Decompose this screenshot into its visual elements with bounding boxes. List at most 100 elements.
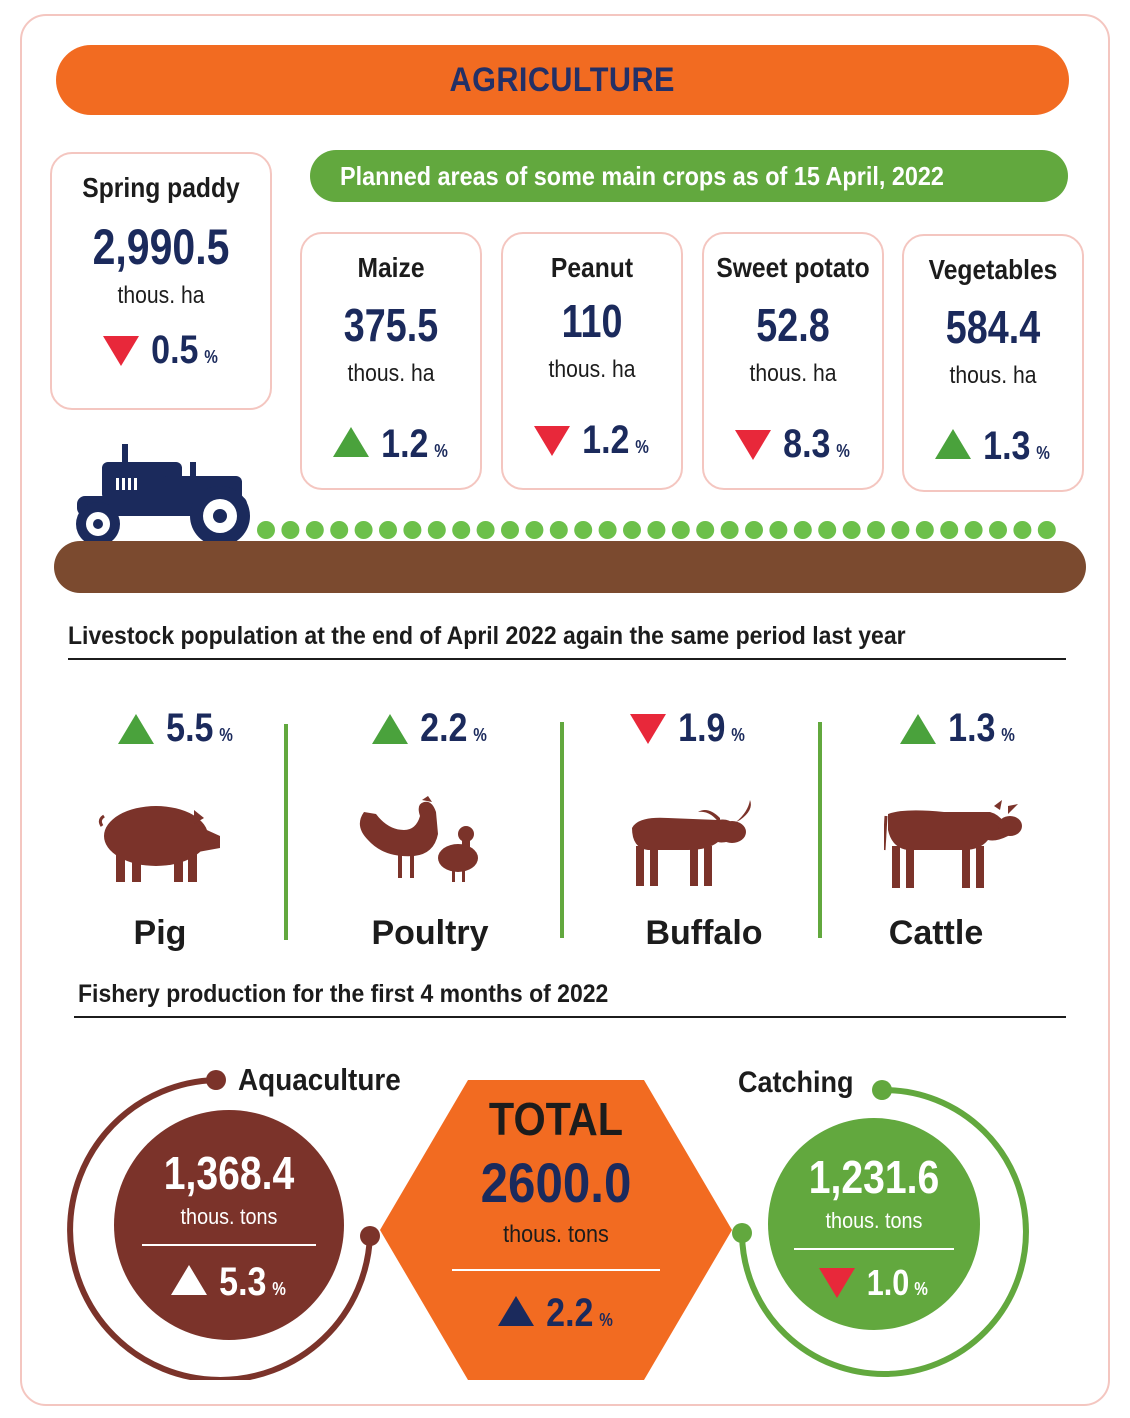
crop-unit: thous. ha (548, 356, 636, 383)
crop-card-sweet-potato: Sweet potato 52.8 thous. ha 8.3% (702, 232, 884, 490)
buffalo-icon (632, 800, 751, 886)
pig-icon (98, 806, 220, 882)
crop-unit: thous. ha (749, 360, 837, 387)
spring-paddy-value: 2,990.5 (92, 219, 230, 275)
livestock-divider (68, 658, 1066, 660)
total-value: 2600.0 (480, 1151, 632, 1214)
spring-paddy-card: Spring paddy 2,990.5 thous. ha 0.5% (50, 152, 272, 410)
aquaculture-unit: thous. tons (180, 1204, 278, 1229)
crop-row-decoration (257, 521, 1056, 539)
crop-dot (842, 521, 861, 539)
aquaculture-circle: 1,368.4 thous. tons 5.3% (114, 1110, 344, 1340)
crop-dot (379, 521, 397, 539)
crop-dot (574, 521, 593, 539)
spring-paddy-unit: thous. ha (117, 282, 205, 309)
fishery-heading: Fishery production for the first 4 month… (78, 980, 609, 1008)
crop-change: 1.2% (333, 422, 449, 467)
decrease-arrow-icon (818, 1268, 855, 1298)
catching-unit: thous. tons (825, 1208, 923, 1233)
crop-dot (427, 521, 446, 539)
total-block: TOTAL 2600.0 thous. tons 2.2% (420, 1092, 692, 1336)
spring-paddy-label: Spring paddy (82, 172, 240, 203)
increase-arrow-icon (900, 713, 936, 744)
crop-dot (330, 521, 349, 539)
buffalo-change: 1.9% (630, 706, 746, 751)
livestock-separator (818, 722, 822, 938)
crop-dot (720, 521, 739, 539)
crop-dot (964, 521, 983, 539)
aquaculture-value: 1,368.4 (163, 1147, 295, 1199)
decrease-arrow-icon (735, 429, 772, 460)
crop-card-vegetables: Vegetables 584.4 thous. ha 1.3% (902, 234, 1084, 492)
crop-dot (1013, 521, 1032, 539)
cattle-icon (884, 800, 1022, 888)
livestock-heading: Livestock population at the end of April… (68, 622, 906, 650)
crop-dot (891, 521, 910, 539)
total-change: 2.2% (498, 1291, 614, 1336)
crop-dot (671, 521, 690, 539)
catching-value: 1,231.6 (808, 1151, 940, 1203)
crop-name: Sweet potato (716, 252, 870, 283)
crop-dot (696, 521, 715, 539)
catching-label: Catching (738, 1066, 854, 1099)
page-title: AGRICULTURE (449, 60, 676, 99)
crops-heading: Planned areas of some main crops as of 1… (340, 160, 944, 191)
pig-change: 5.5% (118, 706, 234, 751)
crop-name: Peanut (550, 252, 634, 283)
increase-arrow-icon (498, 1296, 535, 1326)
livestock-separator (560, 722, 564, 938)
aquaculture-label: Aquaculture (238, 1062, 401, 1097)
catching-circle: 1,231.6 thous. tons 1.0% (768, 1118, 980, 1330)
crop-dot (769, 521, 788, 539)
soil-strip (54, 541, 1086, 593)
total-hexagon (380, 1080, 732, 1380)
crop-dot (501, 521, 519, 539)
fishery-arcs (67, 1070, 1029, 1380)
crop-dot (745, 521, 763, 539)
crop-dot (647, 521, 666, 539)
crop-dot (354, 521, 373, 539)
livestock-buffalo: Buffalo (645, 914, 763, 952)
livestock-poultry: Poultry (371, 914, 489, 952)
increase-arrow-icon (118, 713, 154, 744)
crop-dot (623, 521, 641, 539)
crop-unit: thous. ha (949, 362, 1037, 389)
crop-dot (476, 521, 495, 539)
cattle-change: 1.3% (900, 706, 1016, 751)
crop-dot (793, 521, 812, 539)
decrease-arrow-icon (534, 425, 571, 456)
decrease-arrow-icon (630, 713, 666, 744)
crop-value: 52.8 (756, 299, 830, 351)
crops-heading-bar: Planned areas of some main crops as of 1… (310, 150, 1068, 202)
crop-name: Vegetables (928, 254, 1058, 285)
crop-dot (403, 521, 422, 539)
crop-change: 1.2% (534, 418, 650, 463)
poultry-change: 2.2% (372, 706, 488, 751)
crop-dot (940, 521, 959, 539)
crop-dot (549, 521, 568, 539)
title-banner: AGRICULTURE (56, 45, 1069, 115)
crop-dot (989, 521, 1007, 539)
crop-dot (867, 521, 885, 539)
tractor-icon (76, 444, 250, 546)
poultry-icon (359, 796, 478, 882)
crop-dot (305, 521, 324, 539)
crop-unit: thous. ha (347, 360, 435, 387)
crop-dot (452, 521, 471, 539)
catching-change: 1.0% (818, 1262, 929, 1304)
increase-arrow-icon (372, 713, 408, 744)
crop-dot (598, 521, 617, 539)
infographic-frame (20, 14, 1110, 1406)
livestock-separator (284, 724, 288, 940)
decrease-arrow-icon (103, 335, 140, 366)
crop-dot (257, 521, 275, 539)
crop-card-maize: Maize 375.5 thous. ha 1.2% (300, 232, 482, 490)
increase-arrow-icon (333, 427, 370, 457)
crop-card-peanut: Peanut 110 thous. ha 1.2% (501, 232, 683, 490)
crop-dot (915, 521, 934, 539)
increase-arrow-icon (171, 1265, 208, 1295)
crop-dot (818, 521, 837, 539)
crop-value: 110 (561, 295, 623, 347)
fishery-divider (74, 1016, 1066, 1018)
crop-change: 8.3% (735, 422, 851, 467)
